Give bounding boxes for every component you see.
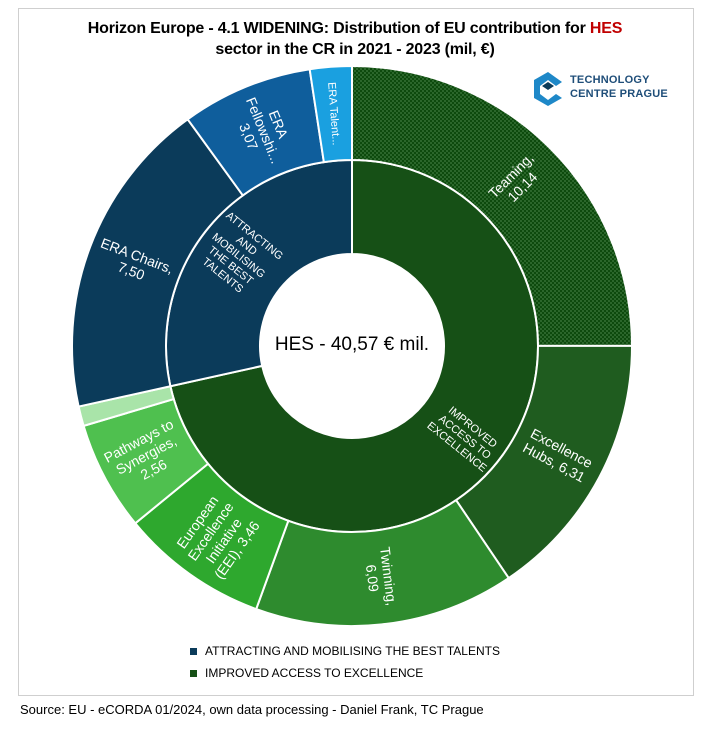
source-note: Source: EU - eCORDA 01/2024, own data pr… [20,702,484,717]
legend-label: IMPROVED ACCESS TO EXCELLENCE [205,666,424,680]
logo-line1: TECHNOLOGY [570,74,650,86]
legend-item: ATTRACTING AND MOBILISING THE BEST TALEN… [190,640,500,662]
legend-item: IMPROVED ACCESS TO EXCELLENCE [190,662,500,684]
center-hole [260,254,444,438]
legend-swatch [190,647,197,655]
title-highlight: HES [589,20,623,37]
legend-label: ATTRACTING AND MOBILISING THE BEST TALEN… [205,644,500,658]
legend-swatch [190,669,197,677]
title-part2: sector in the CR in 2021 - 2023 (mil, €) [215,41,495,58]
tc-prague-logo-icon [534,72,562,106]
center-label: HES - 40,57 € mil. [275,334,429,355]
logo-line2: CENTRE PRAGUE [570,88,668,100]
tc-prague-logo: TECHNOLOGY CENTRE PRAGUE [530,70,680,110]
legend: ATTRACTING AND MOBILISING THE BEST TALEN… [190,640,500,684]
outer-segment-label: ERA Talent... [325,82,342,146]
inner-segment-label: ATTRACTINGANDMOBILISINGTHE BESTTALENTS [192,210,285,302]
outer-segment [308,64,353,164]
outer-segment-label: Twinning,6,09 [361,546,400,609]
outer-segment [351,64,634,347]
chart-title: Horizon Europe - 4.1 WIDENING: Distribut… [18,18,692,60]
title-part1: Horizon Europe - 4.1 WIDENING: Distribut… [87,20,590,37]
